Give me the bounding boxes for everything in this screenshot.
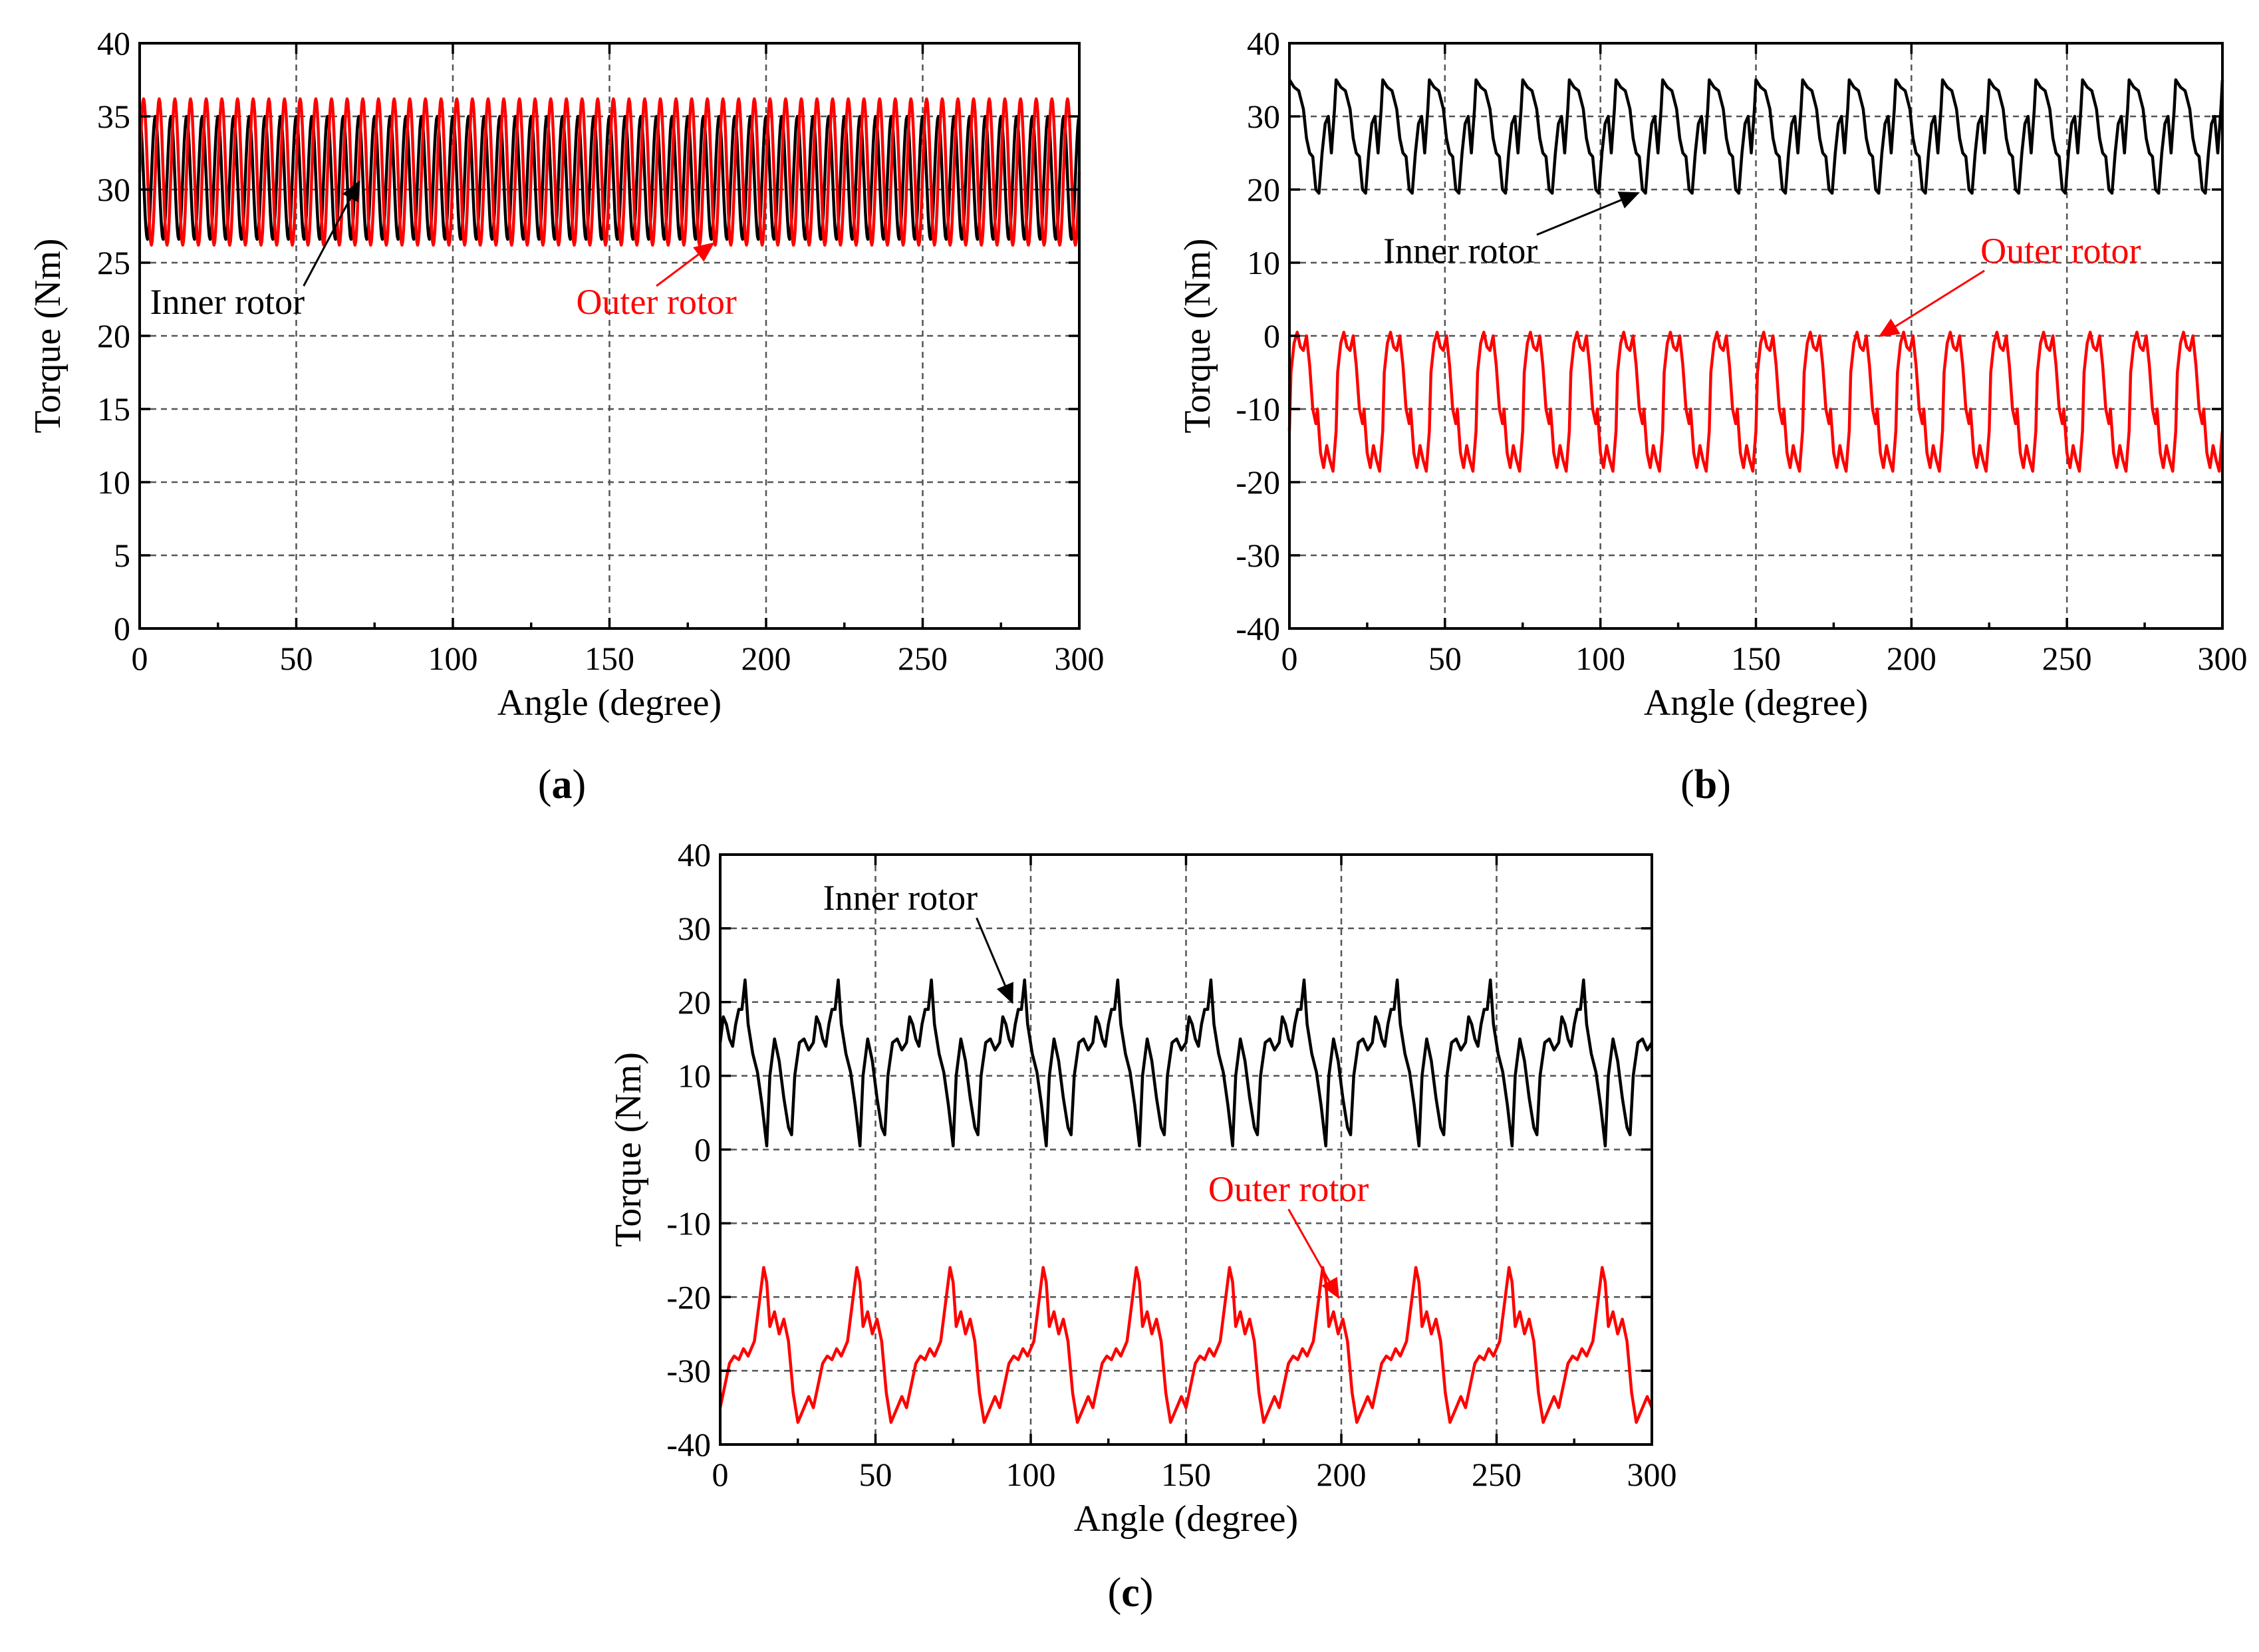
x-tick-label: 250 xyxy=(898,640,948,677)
y-tick-label: -40 xyxy=(666,1426,711,1463)
series-line-outer-rotor xyxy=(718,1266,1654,1424)
panel-label: (b) xyxy=(1680,762,1731,807)
y-axis-title: Torque (Nm) xyxy=(27,238,68,433)
chart-panel-c: 0 50 100 150 200 250 300 -40 -30 -20 -10 0 10 20 30 40 A… xyxy=(608,836,1677,1615)
annotation-label-outer-rotor: Outer rotor xyxy=(1980,231,2141,271)
x-tick-label: 0 xyxy=(712,1456,729,1493)
annotation-arrow xyxy=(976,917,1013,1004)
y-tick-label: -40 xyxy=(1236,610,1280,647)
y-tick-label: 0 xyxy=(114,610,130,647)
y-tick-label: 35 xyxy=(97,98,130,135)
x-tick-label: 250 xyxy=(2042,640,2092,677)
y-tick-label: 20 xyxy=(678,984,711,1021)
annotation-arrow xyxy=(303,180,360,287)
x-tick-label: 0 xyxy=(1281,640,1298,677)
annotation-arrow xyxy=(1878,269,1985,337)
x-axis-title: Angle (degree) xyxy=(1074,1498,1298,1540)
chart-panel-b: 0 50 100 150 200 250 300 -40 -30 -20 -10 0 10 20 30 40 A… xyxy=(1177,25,2248,807)
x-tick-label: 300 xyxy=(2198,640,2248,677)
y-tick-label: 30 xyxy=(678,910,711,947)
x-tick-label: 200 xyxy=(1887,640,1936,677)
y-tick-label: 0 xyxy=(1263,317,1280,354)
y-tick-label: -20 xyxy=(666,1278,711,1315)
y-tick-label: -10 xyxy=(1236,390,1280,428)
x-tick-label: 150 xyxy=(1731,640,1781,677)
y-tick-label: 30 xyxy=(1247,98,1280,135)
panel-letter: a xyxy=(552,762,573,807)
y-axis-title: Torque (Nm) xyxy=(608,1052,649,1247)
annotation-label-inner-rotor: Inner rotor xyxy=(823,878,978,918)
annotation-label-inner-rotor: Inner rotor xyxy=(1383,231,1537,271)
annotation-label-inner-rotor: Inner rotor xyxy=(150,282,305,322)
annotation-arrow xyxy=(1287,1208,1340,1300)
series-line-outer-rotor xyxy=(1287,331,2224,473)
y-tick-label: 20 xyxy=(1247,171,1280,208)
panel-label: (a) xyxy=(538,762,586,807)
panel-letter: c xyxy=(1121,1570,1140,1615)
x-tick-label: 50 xyxy=(859,1456,892,1493)
series-line-inner-rotor xyxy=(718,978,1653,1148)
y-tick-label: 40 xyxy=(97,25,130,62)
series-line-inner-rotor xyxy=(1288,78,2224,195)
x-tick-label: 100 xyxy=(1006,1456,1056,1493)
y-tick-label: 25 xyxy=(97,244,130,281)
x-tick-label: 300 xyxy=(1055,640,1105,677)
chart-panel-a: 0 50 100 150 200 250 300 0 5 10 15 20 25 30 35 40 Angle … xyxy=(27,25,1105,807)
x-tick-label: 100 xyxy=(1575,640,1625,677)
y-tick-label: 10 xyxy=(678,1057,711,1095)
x-tick-label: 200 xyxy=(741,640,791,677)
y-tick-label: 10 xyxy=(97,464,130,501)
x-axis-title: Angle (degree) xyxy=(497,682,722,724)
annotation-label-outer-rotor: Outer rotor xyxy=(576,282,736,322)
series-line-inner-rotor xyxy=(138,114,1081,241)
y-axis-title: Torque (Nm) xyxy=(1177,238,1218,433)
y-tick-label: 30 xyxy=(97,171,130,208)
y-tick-label: 0 xyxy=(694,1131,711,1169)
y-tick-label: -20 xyxy=(1236,464,1280,501)
x-axis-title: Angle (degree) xyxy=(1644,682,1868,724)
x-tick-label: 50 xyxy=(280,640,313,677)
y-tick-label: 15 xyxy=(97,390,130,428)
series-line-outer-rotor xyxy=(138,97,1081,247)
x-tick-label: 200 xyxy=(1317,1456,1367,1493)
x-tick-label: 100 xyxy=(428,640,478,677)
panel-label: (c) xyxy=(1108,1570,1154,1615)
annotation-arrow xyxy=(656,242,715,287)
y-tick-label: 10 xyxy=(1247,244,1280,281)
y-tick-label: -10 xyxy=(666,1204,711,1242)
x-tick-label: 150 xyxy=(1161,1456,1211,1493)
y-tick-label: 5 xyxy=(114,537,130,574)
y-tick-label: -30 xyxy=(666,1352,711,1389)
y-tick-label: 40 xyxy=(1247,25,1280,62)
annotation-label-outer-rotor: Outer rotor xyxy=(1208,1169,1369,1209)
x-tick-label: 0 xyxy=(132,640,148,677)
x-tick-label: 250 xyxy=(1472,1456,1522,1493)
y-tick-label: -30 xyxy=(1236,537,1280,574)
y-tick-label: 20 xyxy=(97,317,130,354)
y-tick-label: 40 xyxy=(678,836,711,873)
x-tick-label: 150 xyxy=(585,640,634,677)
x-tick-label: 300 xyxy=(1627,1456,1677,1493)
annotation-arrow xyxy=(1536,192,1640,236)
x-tick-label: 50 xyxy=(1428,640,1462,677)
panel-letter: b xyxy=(1694,762,1717,807)
